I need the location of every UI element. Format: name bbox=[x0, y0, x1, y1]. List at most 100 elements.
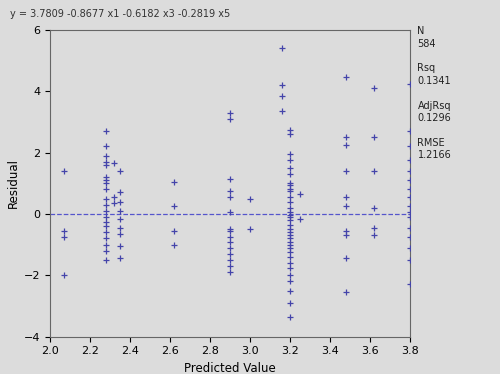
Point bbox=[170, 203, 178, 209]
Point bbox=[406, 225, 414, 231]
Text: y = 3.7809 -0.8677 x1 -0.6182 x3 -0.2819 x5: y = 3.7809 -0.8677 x1 -0.6182 x3 -0.2819… bbox=[10, 9, 230, 19]
Point bbox=[116, 255, 124, 261]
Point bbox=[296, 191, 304, 197]
Point bbox=[226, 228, 234, 234]
Point bbox=[278, 108, 286, 114]
Point bbox=[102, 186, 110, 192]
Point bbox=[286, 314, 294, 320]
Point bbox=[102, 159, 110, 165]
Point bbox=[286, 157, 294, 163]
Point bbox=[286, 214, 294, 220]
Point bbox=[406, 194, 414, 200]
Point bbox=[116, 231, 124, 237]
Point bbox=[286, 131, 294, 137]
Point bbox=[102, 202, 110, 208]
Point bbox=[116, 168, 124, 174]
Point bbox=[226, 263, 234, 269]
Point bbox=[342, 232, 350, 238]
Point bbox=[286, 249, 294, 255]
Point bbox=[286, 229, 294, 235]
Point bbox=[342, 74, 350, 80]
Point bbox=[60, 228, 68, 234]
Point bbox=[286, 151, 294, 157]
Point bbox=[286, 182, 294, 188]
Point bbox=[226, 116, 234, 122]
Point bbox=[406, 157, 414, 163]
Point bbox=[286, 209, 294, 215]
Point bbox=[406, 186, 414, 192]
Point bbox=[406, 234, 414, 240]
Point bbox=[116, 215, 124, 221]
Point bbox=[296, 215, 304, 221]
Point bbox=[370, 134, 378, 140]
Point bbox=[102, 208, 110, 214]
Point bbox=[286, 260, 294, 266]
Point bbox=[226, 188, 234, 194]
Point bbox=[286, 288, 294, 294]
Point bbox=[278, 45, 286, 51]
Point bbox=[226, 176, 234, 182]
Point bbox=[286, 265, 294, 271]
Point bbox=[286, 242, 294, 248]
Point bbox=[116, 243, 124, 249]
Point bbox=[286, 222, 294, 228]
Point bbox=[102, 242, 110, 248]
Point bbox=[170, 179, 178, 185]
Point bbox=[286, 236, 294, 242]
Point bbox=[286, 126, 294, 133]
Point bbox=[116, 208, 124, 214]
Point bbox=[102, 214, 110, 220]
Point bbox=[102, 223, 110, 229]
Point bbox=[286, 212, 294, 218]
Point bbox=[116, 225, 124, 231]
Point bbox=[406, 282, 414, 288]
Point bbox=[102, 174, 110, 180]
Point bbox=[226, 226, 234, 232]
Point bbox=[102, 248, 110, 254]
Point bbox=[370, 168, 378, 174]
Point bbox=[102, 236, 110, 242]
Point bbox=[342, 255, 350, 261]
Point bbox=[370, 85, 378, 91]
Point bbox=[406, 209, 414, 215]
Point bbox=[286, 245, 294, 251]
Point bbox=[226, 209, 234, 215]
Point bbox=[226, 234, 234, 240]
Point bbox=[286, 165, 294, 171]
Point bbox=[286, 239, 294, 245]
Point bbox=[226, 245, 234, 251]
Point bbox=[286, 186, 294, 192]
Point bbox=[226, 239, 234, 245]
Point bbox=[226, 257, 234, 263]
Point bbox=[102, 144, 110, 150]
Point bbox=[406, 144, 414, 150]
Point bbox=[102, 177, 110, 183]
Point bbox=[60, 272, 68, 278]
Point bbox=[286, 180, 294, 186]
Point bbox=[246, 196, 254, 202]
Point bbox=[286, 171, 294, 177]
Point bbox=[226, 251, 234, 257]
Point bbox=[370, 225, 378, 231]
Point bbox=[278, 93, 286, 99]
Point bbox=[406, 177, 414, 183]
Point bbox=[342, 134, 350, 140]
Point bbox=[406, 245, 414, 251]
Point bbox=[102, 162, 110, 168]
Point bbox=[102, 128, 110, 134]
Text: N
584

Rsq
0.1341

AdjRsq
0.1296

RMSE
1.2166: N 584 Rsq 0.1341 AdjRsq 0.1296 RMSE 1.21… bbox=[418, 26, 451, 160]
Point bbox=[116, 199, 124, 205]
Point bbox=[102, 229, 110, 235]
Point bbox=[342, 168, 350, 174]
Point bbox=[406, 128, 414, 134]
Point bbox=[286, 272, 294, 278]
Point bbox=[226, 110, 234, 116]
Point bbox=[406, 203, 414, 209]
Point bbox=[226, 269, 234, 275]
Point bbox=[226, 194, 234, 200]
Point bbox=[286, 188, 294, 194]
Point bbox=[102, 180, 110, 186]
Point bbox=[102, 196, 110, 202]
Point bbox=[170, 228, 178, 234]
Point bbox=[286, 217, 294, 223]
